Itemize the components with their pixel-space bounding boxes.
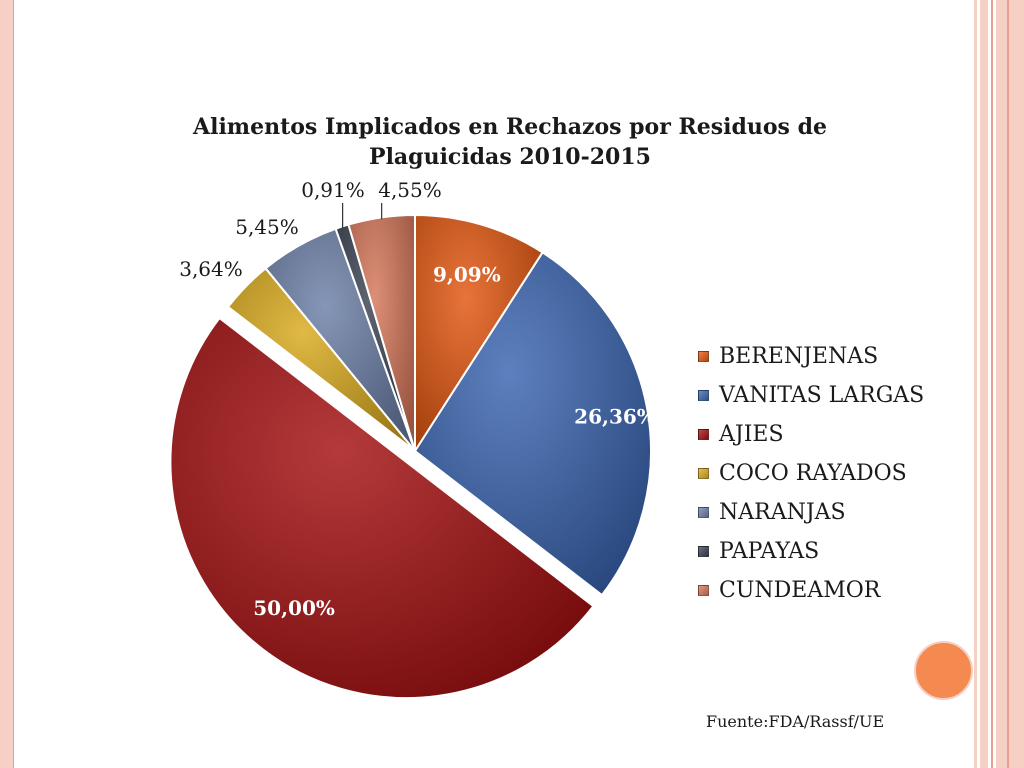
legend-item-papayas: PAPAYAS <box>698 532 924 571</box>
decorative-circle <box>914 641 973 700</box>
source-note: Fuente:FDA/Rassf/UE <box>706 712 885 731</box>
legend-item-naranjas: NARANJAS <box>698 493 924 532</box>
chart-title-line-1: Alimentos Implicados en Rechazos por Res… <box>193 114 827 140</box>
legend-swatch-ajies <box>698 429 709 440</box>
legend-label: VANITAS LARGAS <box>719 383 925 408</box>
legend-label: BERENJENAS <box>719 344 879 369</box>
legend-label: PAPAYAS <box>719 539 820 564</box>
legend-item-ajies: AJIES <box>698 415 924 454</box>
legend-item-coco-rayados: COCO RAYADOS <box>698 454 924 493</box>
legend-swatch-berenjenas <box>698 351 709 362</box>
chart-title-line-2: Plaguicidas 2010-2015 <box>369 144 651 170</box>
legend-label: COCO RAYADOS <box>719 461 907 486</box>
legend-label: CUNDEAMOR <box>719 578 881 603</box>
legend-swatch-vanitas-largas <box>698 390 709 401</box>
slide-right-border <box>974 0 1024 768</box>
data-label-vanitas-largas: 26,36% <box>574 404 656 428</box>
legend-label: NARANJAS <box>719 500 846 525</box>
data-label-naranjas: 5,45% <box>235 215 299 239</box>
data-label-berenjenas: 9,09% <box>433 262 501 286</box>
slide-left-border <box>0 0 14 768</box>
legend-swatch-cundeamor <box>698 585 709 596</box>
pie-slice-berenjenas <box>414 213 544 455</box>
legend-item-cundeamor: CUNDEAMOR <box>698 571 924 610</box>
legend-swatch-naranjas <box>698 507 709 518</box>
legend-label: AJIES <box>719 422 784 447</box>
legend-swatch-papayas <box>698 546 709 557</box>
chart-legend: BERENJENAS VANITAS LARGAS AJIES COCO RAYADO… <box>698 337 924 610</box>
legend-item-berenjenas: BERENJENAS <box>698 337 924 376</box>
data-label-cundeamor: 4,55% <box>378 178 442 202</box>
legend-item-vanitas-largas: VANITAS LARGAS <box>698 376 924 415</box>
pie-slice-ajies <box>169 316 595 699</box>
legend-swatch-coco-rayados <box>698 468 709 479</box>
chart-title: Alimentos Implicados en Rechazos por Res… <box>130 112 890 172</box>
data-label-papayas: 0,91% <box>301 178 365 202</box>
pie-slice-vanitas-largas <box>413 251 652 597</box>
data-label-ajies: 50,00% <box>253 596 335 620</box>
data-label-coco-rayados: 3,64% <box>179 257 243 281</box>
